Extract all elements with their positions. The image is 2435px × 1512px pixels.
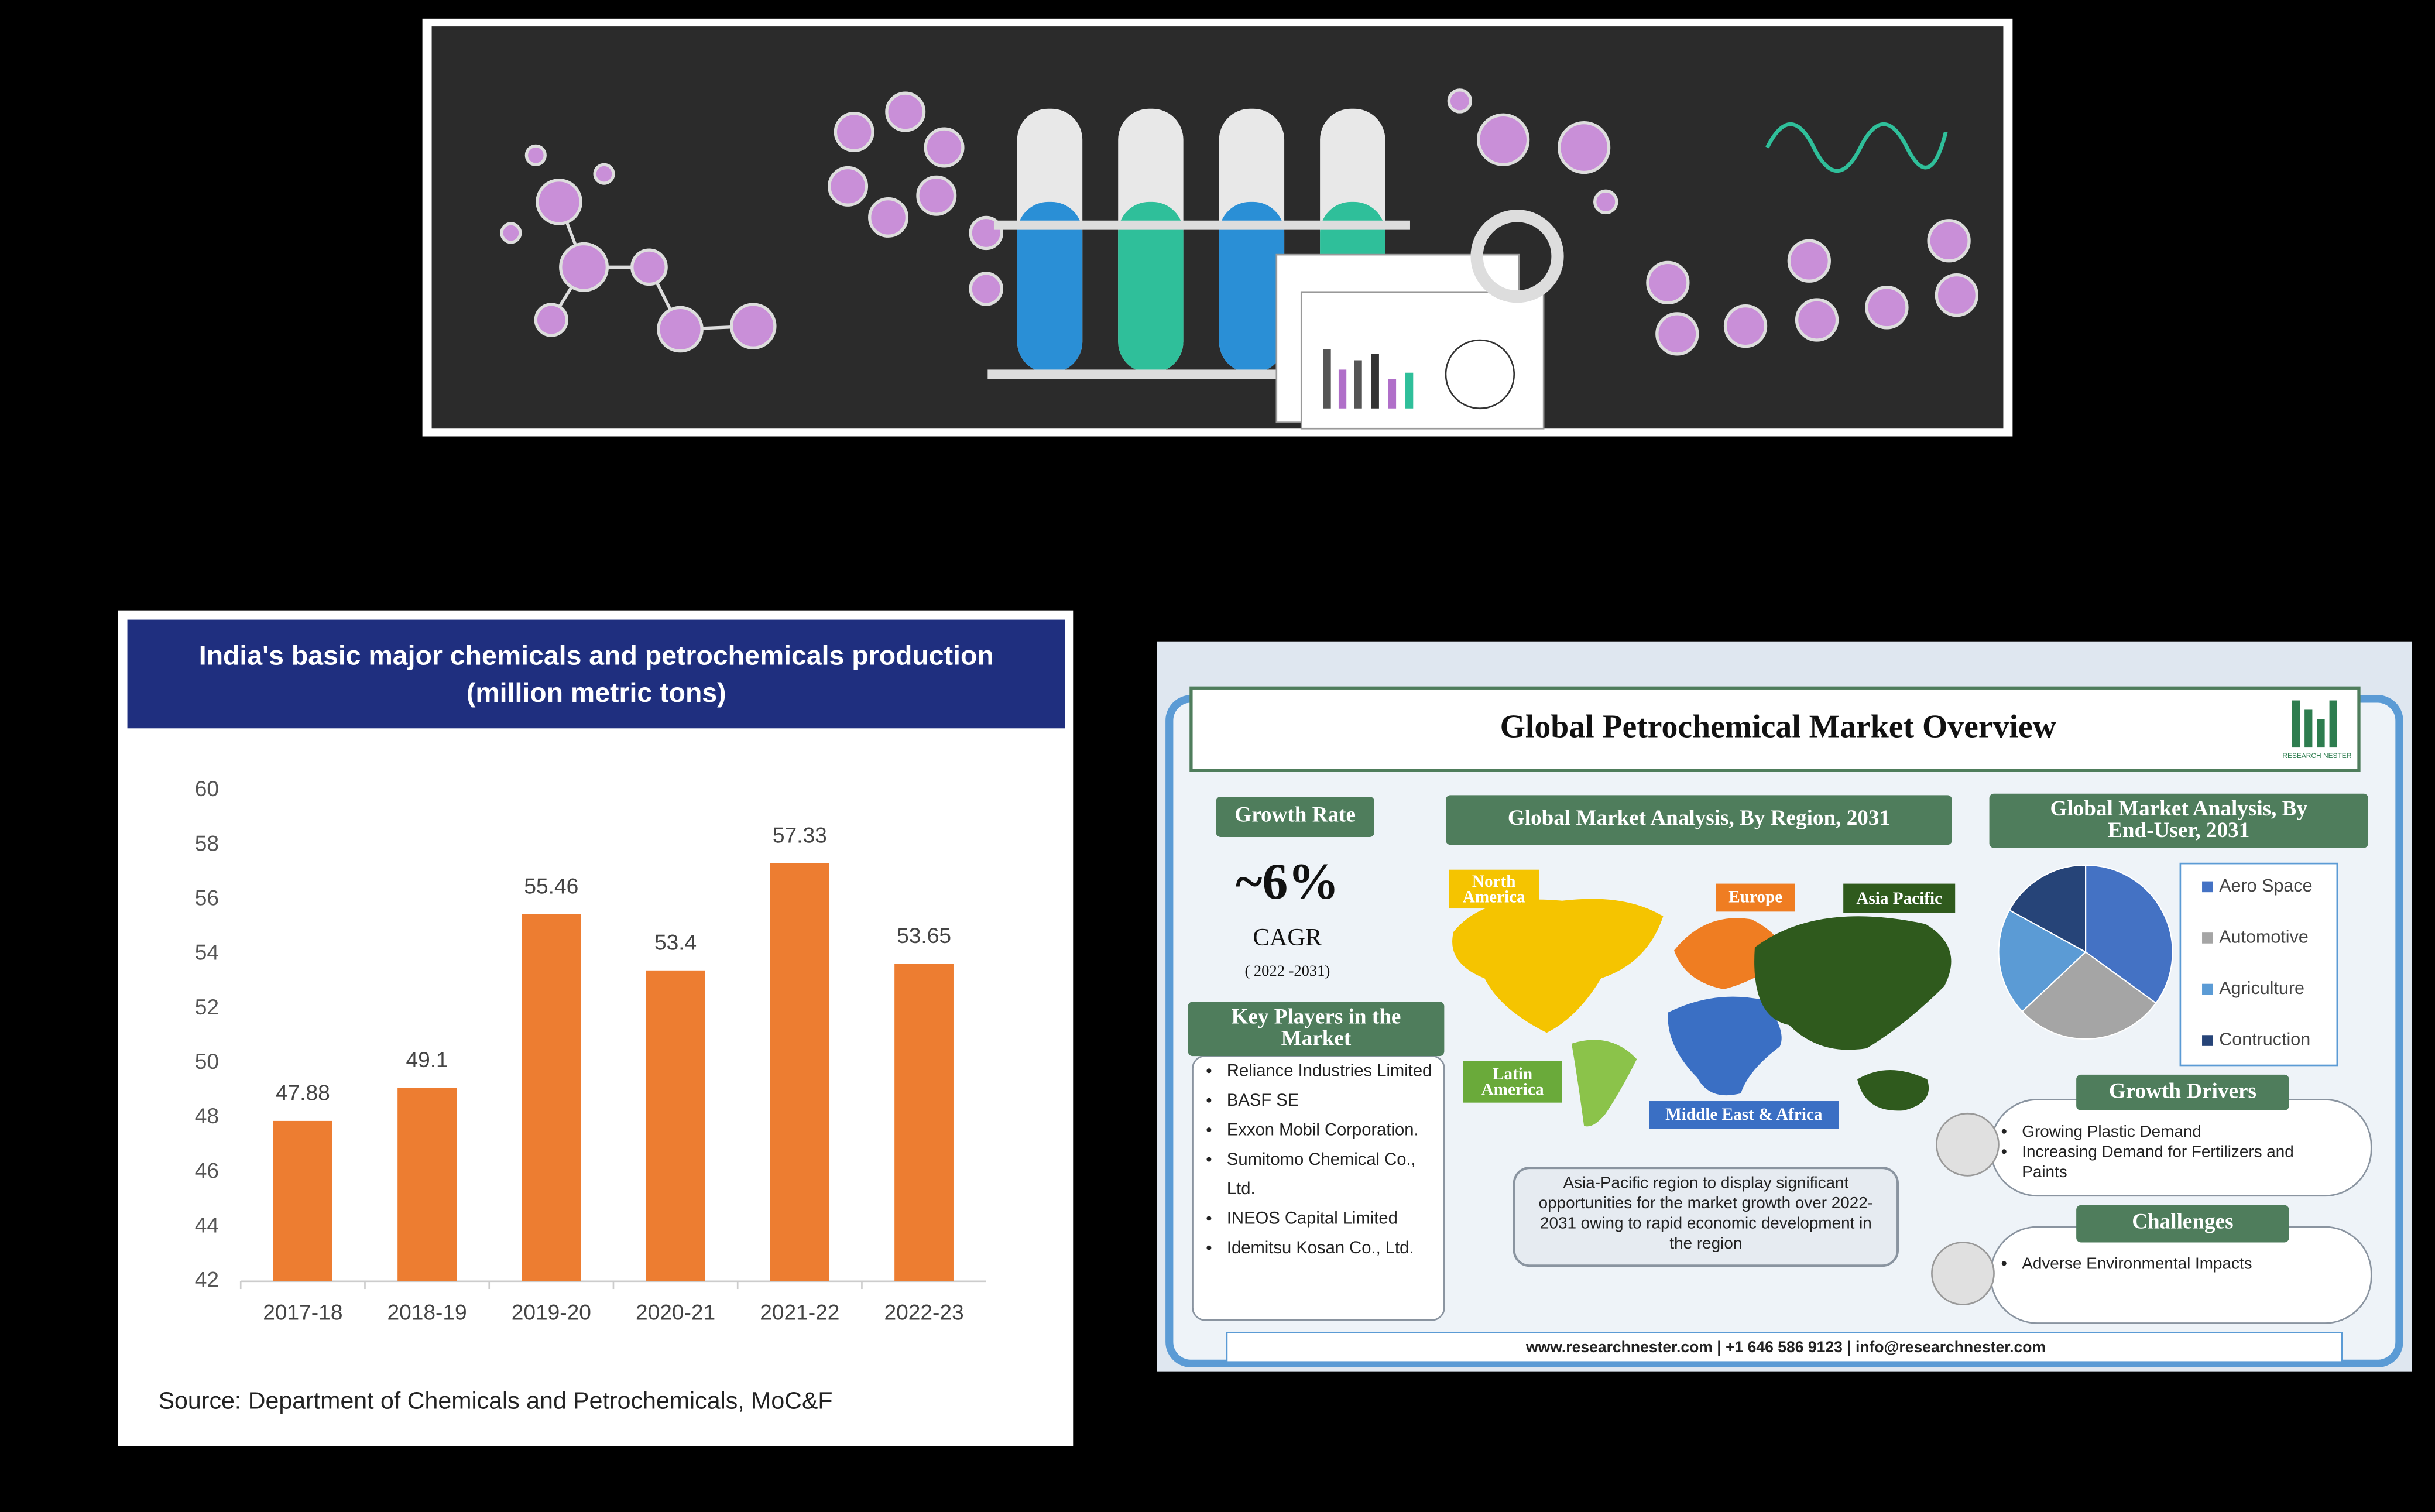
bar [894,964,954,1281]
list-item: INEOS Capital Limited [1227,1205,1444,1235]
legend-swatch [2202,1035,2213,1046]
value-label: 53.4 [654,930,697,955]
challenges-heading: Challenges [2076,1205,2289,1243]
list-item: Reliance Industries Limited [1227,1058,1444,1087]
list-item: Sumitomo Chemical Co., Ltd. [1227,1146,1444,1205]
info-title: Global Petrochemical Market Overview [1500,709,2056,745]
x-tick-label: 2019-20 [512,1300,591,1324]
y-tick-label: 60 [195,776,219,801]
y-tick-label: 46 [195,1158,219,1182]
drivers-icon [1936,1112,2000,1177]
info-title-box [1189,686,2361,772]
legend-swatch [2202,932,2213,944]
region-heading: Global Market Analysis, By Region, 2031 [1445,795,1952,845]
value-label: 47.88 [276,1081,330,1105]
y-tick-label: 52 [195,995,219,1019]
bar-source: Source: Department of Chemicals and Petr… [158,1388,833,1415]
region-label: Europe [1716,883,1795,912]
bar [770,863,829,1281]
pie-slice [2008,864,2087,954]
footer-box [1226,1331,2343,1363]
region-label: North America [1449,869,1539,909]
value-label: 55.46 [524,874,578,899]
pie-slice [2084,864,2173,1004]
y-tick-label: 48 [195,1103,219,1128]
list: Adverse Environmental Impacts [2003,1255,2314,1275]
bar [273,1120,332,1281]
y-tick-label: 56 [195,886,219,910]
note-box [1513,1167,1899,1267]
legend-label: Agriculture [2219,978,2304,998]
world-map [1452,899,1952,1127]
y-tick-label: 58 [195,831,219,855]
wave [1765,122,1948,173]
legend-label: Contruction [2219,1030,2310,1050]
players-heading: Key Players in the Market [1188,1002,1445,1057]
molecules [500,88,1978,356]
list-item: Increasing Demand for Fertilizers and Pa… [2022,1143,2314,1184]
pie-slice [1998,909,2087,1013]
y-tick-label: 50 [195,1049,219,1074]
legend-box [2179,862,2338,1067]
dashboard-window [1275,210,1564,430]
pie-title: Global Market Analysis, By End-User, 203… [1989,793,2368,848]
x-tick-label: 2021-22 [760,1300,839,1324]
region-label: Asia Pacific [1843,883,1956,913]
legend-label: Automotive [2219,927,2309,947]
y-tick-label: 54 [195,940,219,965]
drivers-list: Growing Plastic DemandIncreasing Demand … [2003,1123,2314,1183]
logo [2292,700,2337,748]
bar [397,1088,457,1281]
list-item: Adverse Environmental Impacts [2022,1255,2314,1275]
bar-title: India's basic major chemicals and petroc… [198,640,994,708]
cagr-period: ( 2022 -2031) [1244,962,1330,979]
cagr-value: ~6% [1236,853,1339,910]
value-label: 49.1 [406,1047,448,1072]
bar [522,914,581,1281]
drivers-heading: Growth Drivers [2076,1074,2289,1110]
players-list: Reliance Industries LimitedBASF SEExxon … [1196,1058,1444,1264]
x-tick-label: 2022-23 [884,1300,963,1324]
value-label: 57.33 [773,822,827,847]
legend-label: Aero Space [2219,876,2312,896]
x-tick-label: 2020-21 [636,1300,715,1324]
y-tick-label: 44 [195,1212,219,1237]
list-item: Idemitsu Kosan Co., Ltd. [1227,1235,1444,1264]
legend-swatch [2202,983,2213,995]
bar-title-box [127,619,1065,729]
list-item: Exxon Mobil Corporation. [1227,1117,1444,1146]
list-item: BASF SE [1227,1087,1444,1116]
bar [646,970,705,1281]
x-tick-label: 2018-19 [387,1300,467,1324]
legend-swatch [2202,881,2213,893]
pie-slice [2021,951,2157,1040]
growth-rate-heading: Growth Rate [1216,797,1374,837]
region-label: Middle East & Africa [1649,1101,1839,1129]
region-label: Latin America [1463,1061,1562,1103]
logo-text: RESEARCH NESTER [2282,752,2351,760]
cagr-label: CAGR [1253,924,1322,951]
value-label: 53.65 [897,923,951,948]
y-tick-label: 42 [195,1267,219,1292]
list: Growing Plastic DemandIncreasing Demand … [2003,1123,2314,1183]
region-note: Asia-Pacific region to display significa… [1538,1174,1874,1254]
challenges-icon [1931,1242,1995,1305]
challenges-list: Adverse Environmental Impacts [2003,1255,2314,1275]
x-tick-label: 2017-18 [263,1300,342,1324]
footer: www.researchnester.com | +1 646 586 9123… [1525,1338,2046,1356]
list-item: Growing Plastic Demand [2022,1123,2314,1143]
list: Reliance Industries LimitedBASF SEExxon … [1196,1058,1444,1264]
